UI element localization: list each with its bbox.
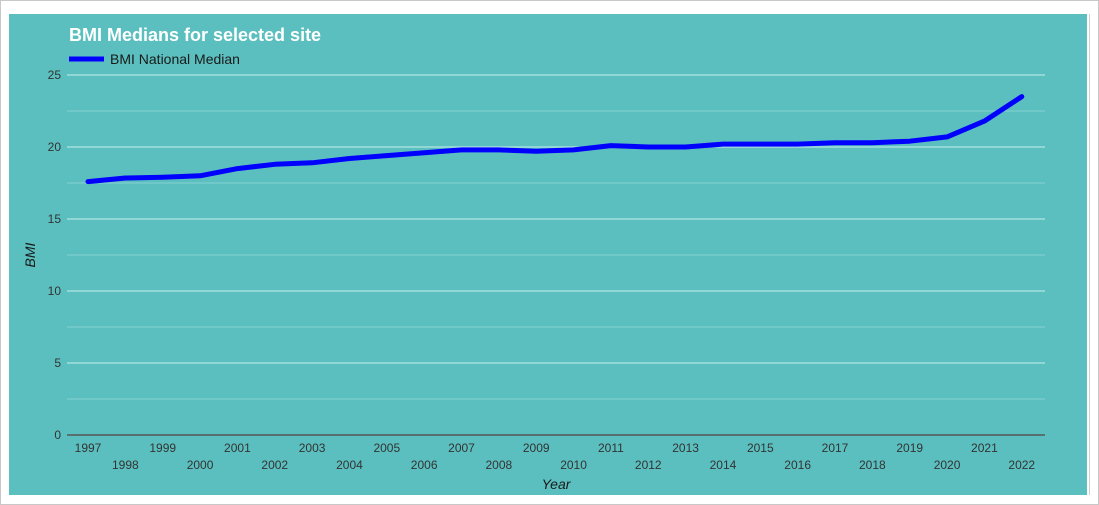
x-axis-ticks: 1997 1998 1999 2000 2001 2002 2003 2004 2005 2006… xyxy=(75,441,1036,472)
x-tick-label: 2016 xyxy=(784,458,811,472)
grid-lines xyxy=(67,74,1045,400)
x-tick-label: 2007 xyxy=(448,441,475,455)
y-tick-label: 5 xyxy=(54,356,61,370)
y-tick-label: 20 xyxy=(48,140,62,154)
x-tick-label: 2003 xyxy=(299,441,326,455)
x-tick-label: 2017 xyxy=(822,441,849,455)
x-tick-label: 2005 xyxy=(373,441,400,455)
x-tick-label: 2009 xyxy=(523,441,550,455)
y-tick-label: 25 xyxy=(48,68,62,82)
x-tick-label: 2008 xyxy=(485,458,512,472)
x-tick-label: 2018 xyxy=(859,458,886,472)
series-group xyxy=(85,94,1025,185)
y-tick-label: 0 xyxy=(54,428,61,442)
x-tick-label: 2020 xyxy=(934,458,961,472)
series-line-bmi-national-median[interactable] xyxy=(85,94,1025,185)
x-tick-label: 2000 xyxy=(187,458,214,472)
x-tick-label: 2002 xyxy=(261,458,288,472)
x-tick-label: 2014 xyxy=(710,458,737,472)
legend[interactable]: BMI National Median xyxy=(69,51,240,67)
x-tick-label: 1997 xyxy=(75,441,102,455)
x-tick-label: 2013 xyxy=(672,441,699,455)
legend-label: BMI National Median xyxy=(110,51,240,67)
x-tick-label: 1999 xyxy=(149,441,176,455)
x-tick-label: 2006 xyxy=(411,458,438,472)
x-tick-label: 2021 xyxy=(971,441,998,455)
x-tick-label: 2019 xyxy=(896,441,923,455)
x-tick-label: 2004 xyxy=(336,458,363,472)
chart-title: BMI Medians for selected site xyxy=(69,25,321,45)
x-tick-label: 2001 xyxy=(224,441,251,455)
y-axis-title: BMI xyxy=(22,242,38,267)
x-tick-label: 2011 xyxy=(598,441,624,455)
x-tick-label: 2015 xyxy=(747,441,774,455)
x-tick-label: 2022 xyxy=(1008,458,1035,472)
y-axis-ticks: 0 5 10 15 20 25 xyxy=(48,68,62,442)
frame-divider xyxy=(1089,14,1090,495)
y-tick-label: 15 xyxy=(48,212,62,226)
x-tick-label: 1998 xyxy=(112,458,139,472)
x-tick-label: 2010 xyxy=(560,458,587,472)
x-tick-label: 2012 xyxy=(635,458,662,472)
y-tick-label: 10 xyxy=(48,284,62,298)
x-axis-title: Year xyxy=(542,476,572,492)
